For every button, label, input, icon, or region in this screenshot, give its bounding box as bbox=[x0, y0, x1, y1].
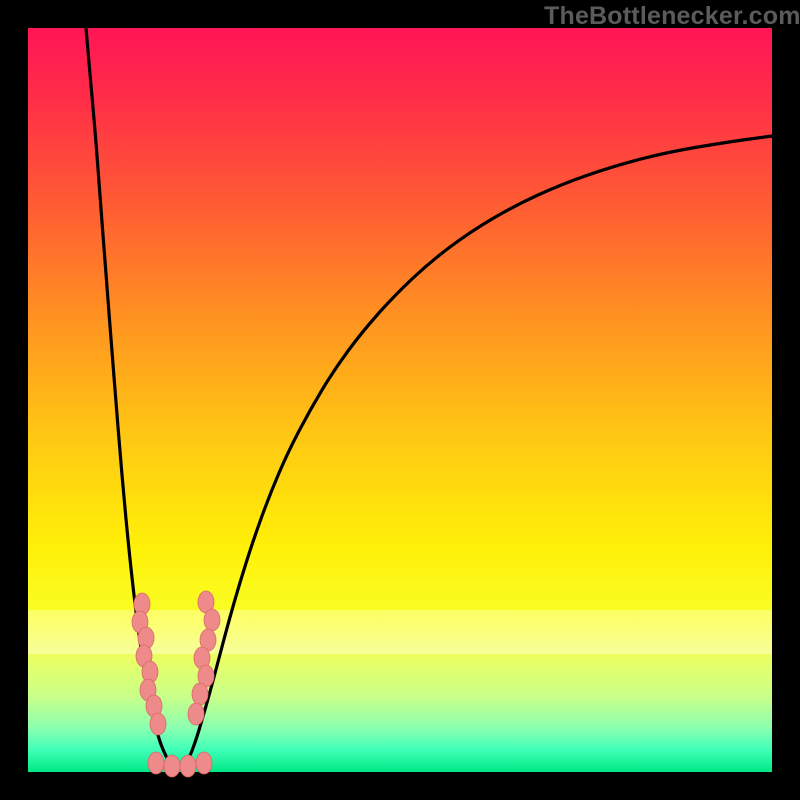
data-marker bbox=[192, 683, 208, 705]
chart-frame: TheBottlenecker.com bbox=[0, 0, 800, 800]
data-marker bbox=[148, 752, 164, 774]
data-marker bbox=[196, 752, 212, 774]
data-marker bbox=[204, 609, 220, 631]
data-marker bbox=[164, 755, 180, 777]
data-marker bbox=[180, 755, 196, 777]
data-marker bbox=[150, 713, 166, 735]
data-marker bbox=[188, 703, 204, 725]
bottleneck-chart bbox=[0, 0, 800, 800]
watermark-text: TheBottlenecker.com bbox=[544, 2, 800, 31]
